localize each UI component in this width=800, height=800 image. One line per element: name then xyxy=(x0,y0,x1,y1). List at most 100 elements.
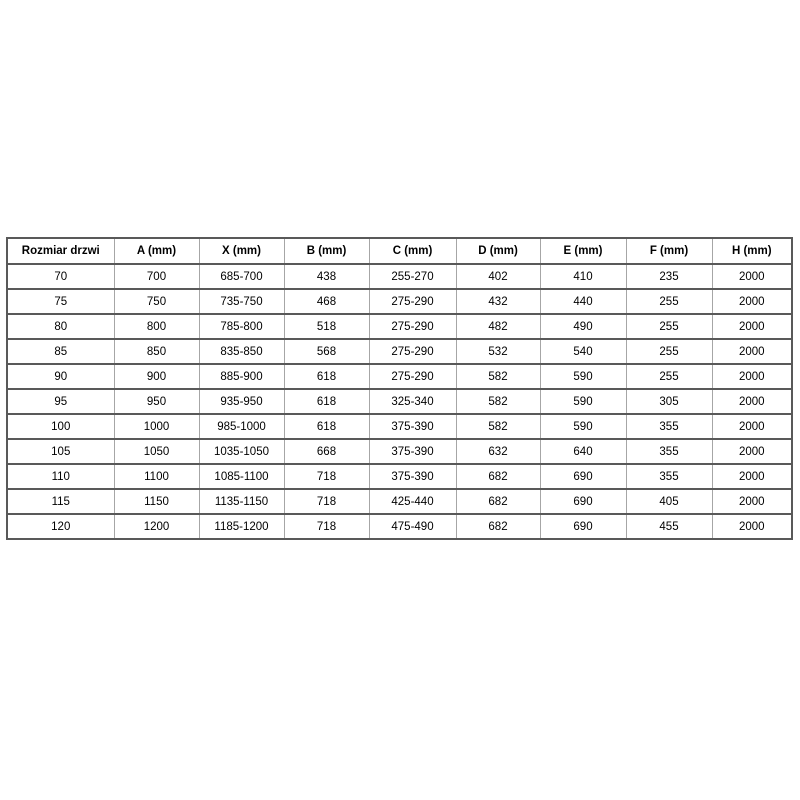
table-cell: 735-750 xyxy=(198,288,285,315)
table-cell: 632 xyxy=(455,438,541,465)
table-cell: 582 xyxy=(455,413,541,440)
table-cell: 2000 xyxy=(711,288,793,315)
table-cell: 718 xyxy=(283,463,370,490)
table-cell: 750 xyxy=(113,288,200,315)
dimensions-table-container: Rozmiar drzwi A (mm) X (mm) B (mm) C (mm) D (… xyxy=(6,237,794,540)
table-cell: 425-440 xyxy=(368,488,457,515)
table-cell: 375-390 xyxy=(368,463,457,490)
column-header: Rozmiar drzwi xyxy=(6,237,115,265)
table-cell: 690 xyxy=(539,513,627,540)
table-cell: 255 xyxy=(625,313,713,340)
table-cell: 668 xyxy=(283,438,370,465)
table-cell: 255-270 xyxy=(368,263,457,290)
column-header: C (mm) xyxy=(368,237,457,265)
table-cell: 255 xyxy=(625,288,713,315)
table-cell: 110 xyxy=(6,463,115,490)
table-cell: 275-290 xyxy=(368,338,457,365)
table-cell: 100 xyxy=(6,413,115,440)
table-cell: 438 xyxy=(283,263,370,290)
table-cell: 885-900 xyxy=(198,363,285,390)
table-cell: 1100 xyxy=(113,463,200,490)
table-cell: 410 xyxy=(539,263,627,290)
table-cell: 455 xyxy=(625,513,713,540)
table-cell: 70 xyxy=(6,263,115,290)
table-cell: 718 xyxy=(283,513,370,540)
column-header: D (mm) xyxy=(455,237,541,265)
table-cell: 2000 xyxy=(711,313,793,340)
table-cell: 690 xyxy=(539,463,627,490)
column-header: X (mm) xyxy=(198,237,285,265)
column-header: E (mm) xyxy=(539,237,627,265)
table-cell: 1200 xyxy=(113,513,200,540)
table-cell: 2000 xyxy=(711,388,793,415)
table-cell: 590 xyxy=(539,363,627,390)
table-cell: 468 xyxy=(283,288,370,315)
table-cell: 355 xyxy=(625,438,713,465)
table-cell: 482 xyxy=(455,313,541,340)
table-row: 115 1150 1135-1150 718 425-440 682 690 405 2000 xyxy=(6,488,793,515)
table-cell: 532 xyxy=(455,338,541,365)
table-cell: 682 xyxy=(455,513,541,540)
table-row: 75 750 735-750 468 275-290 432 440 255 2000 xyxy=(6,288,793,315)
table-cell: 690 xyxy=(539,488,627,515)
table-cell: 1085-1100 xyxy=(198,463,285,490)
table-cell: 800 xyxy=(113,313,200,340)
table-cell: 375-390 xyxy=(368,413,457,440)
table-cell: 640 xyxy=(539,438,627,465)
header-row: Rozmiar drzwi A (mm) X (mm) B (mm) C (mm) D (… xyxy=(6,237,793,265)
table-cell: 850 xyxy=(113,338,200,365)
table-cell: 2000 xyxy=(711,463,793,490)
table-row: 95 950 935-950 618 325-340 582 590 305 2000 xyxy=(6,388,793,415)
column-header: A (mm) xyxy=(113,237,200,265)
table-cell: 402 xyxy=(455,263,541,290)
table-cell: 1035-1050 xyxy=(198,438,285,465)
table-cell: 590 xyxy=(539,388,627,415)
table-cell: 590 xyxy=(539,413,627,440)
table-cell: 90 xyxy=(6,363,115,390)
table-cell: 432 xyxy=(455,288,541,315)
table-cell: 618 xyxy=(283,413,370,440)
table-cell: 75 xyxy=(6,288,115,315)
table-body: 70 700 685-700 438 255-270 402 410 235 2000 75 750… xyxy=(6,263,793,540)
table-cell: 582 xyxy=(455,388,541,415)
table-cell: 718 xyxy=(283,488,370,515)
table-cell: 235 xyxy=(625,263,713,290)
column-header: F (mm) xyxy=(625,237,713,265)
table-cell: 2000 xyxy=(711,438,793,465)
table-cell: 2000 xyxy=(711,263,793,290)
table-cell: 1135-1150 xyxy=(198,488,285,515)
table-cell: 900 xyxy=(113,363,200,390)
table-cell: 275-290 xyxy=(368,313,457,340)
table-cell: 85 xyxy=(6,338,115,365)
table-cell: 935-950 xyxy=(198,388,285,415)
table-cell: 440 xyxy=(539,288,627,315)
table-cell: 375-390 xyxy=(368,438,457,465)
table-cell: 105 xyxy=(6,438,115,465)
table-row: 100 1000 985-1000 618 375-390 582 590 355 2000 xyxy=(6,413,793,440)
table-cell: 115 xyxy=(6,488,115,515)
table-row: 80 800 785-800 518 275-290 482 490 255 2000 xyxy=(6,313,793,340)
table-cell: 2000 xyxy=(711,513,793,540)
table-cell: 255 xyxy=(625,363,713,390)
table-cell: 835-850 xyxy=(198,338,285,365)
table-cell: 682 xyxy=(455,463,541,490)
table-cell: 518 xyxy=(283,313,370,340)
table-row: 110 1100 1085-1100 718 375-390 682 690 355 2000 xyxy=(6,463,793,490)
column-header: B (mm) xyxy=(283,237,370,265)
table-cell: 490 xyxy=(539,313,627,340)
table-row: 70 700 685-700 438 255-270 402 410 235 2000 xyxy=(6,263,793,290)
table-row: 90 900 885-900 618 275-290 582 590 255 2000 xyxy=(6,363,793,390)
table-cell: 700 xyxy=(113,263,200,290)
table-cell: 1150 xyxy=(113,488,200,515)
table-cell: 255 xyxy=(625,338,713,365)
table-cell: 985-1000 xyxy=(198,413,285,440)
table-cell: 2000 xyxy=(711,363,793,390)
table-cell: 618 xyxy=(283,363,370,390)
table-cell: 275-290 xyxy=(368,288,457,315)
table-row: 85 850 835-850 568 275-290 532 540 255 2000 xyxy=(6,338,793,365)
table-cell: 1050 xyxy=(113,438,200,465)
table-cell: 325-340 xyxy=(368,388,457,415)
table-cell: 568 xyxy=(283,338,370,365)
table-cell: 785-800 xyxy=(198,313,285,340)
